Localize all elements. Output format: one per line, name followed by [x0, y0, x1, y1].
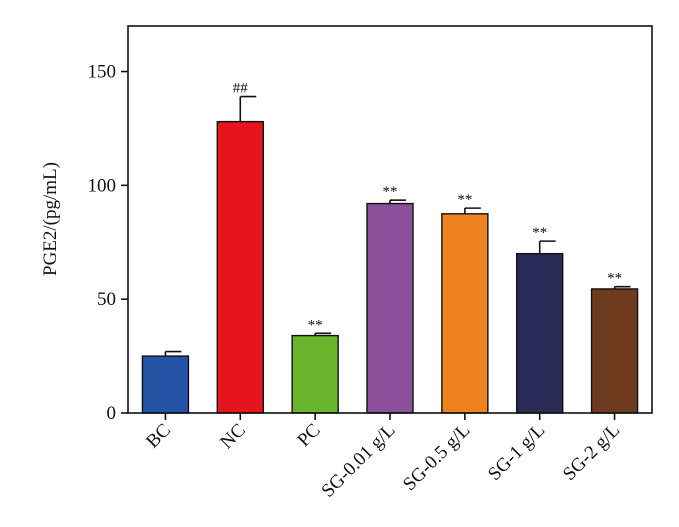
y-axis: 0 50 100 150: [88, 62, 128, 424]
significance-label: **: [457, 192, 472, 208]
x-tick-label: SG-1 g/L: [484, 420, 549, 485]
bar: [216, 120, 264, 414]
significance-label: ##: [233, 81, 249, 97]
bar: [441, 213, 489, 414]
significance-label: **: [532, 225, 547, 241]
bar: [141, 355, 190, 414]
bar: [291, 334, 339, 414]
significance-label: **: [383, 184, 398, 200]
y-tick-label: 150: [88, 62, 117, 83]
error-bars-layer: [164, 95, 631, 357]
y-tick-label: 100: [88, 175, 117, 196]
significance-label: **: [308, 317, 323, 333]
x-tick-label: SG-0.01 g/L: [318, 420, 400, 502]
bars-layer: [141, 120, 639, 414]
bar: [590, 288, 639, 414]
significance-label: **: [607, 271, 622, 287]
y-axis-title: PGE2/(pg/mL): [40, 162, 61, 276]
x-tick-label: PC: [293, 420, 324, 451]
significance-annotations: ## ** ** ** ** **: [233, 81, 622, 334]
x-tick-label: SG-0.5 g/L: [399, 420, 474, 495]
y-tick-label: 50: [97, 289, 116, 310]
x-tick-label: BC: [142, 420, 175, 453]
x-tick-label: SG-2 g/L: [559, 420, 624, 485]
x-tick-label: NC: [216, 420, 250, 454]
bar: [366, 202, 414, 414]
bar: [516, 252, 564, 414]
y-tick-label: 0: [107, 403, 117, 424]
